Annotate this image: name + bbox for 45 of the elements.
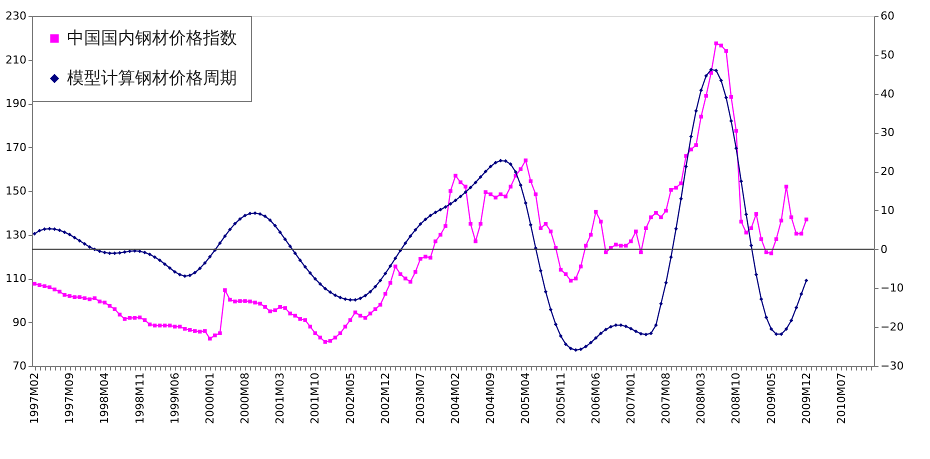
y-tick-label: 130 xyxy=(6,228,26,242)
x-tick-label: 2008M03 xyxy=(694,372,708,424)
x-tick-label: 2003M07 xyxy=(414,372,427,424)
x-tick-label: 1998M04 xyxy=(98,372,112,424)
x-tick-label: 2009M05 xyxy=(764,372,778,424)
x-tick-label: 2005M11 xyxy=(554,372,568,424)
y2-tick-label: 10 xyxy=(880,204,894,217)
x-tick-label: 1997M02 xyxy=(28,372,42,424)
x-tick-label: 1997M09 xyxy=(63,372,76,424)
x-tick-label: 2000M01 xyxy=(203,372,216,424)
x-tick-label: 2008M10 xyxy=(730,372,743,424)
x-tick-label: 2002M05 xyxy=(344,372,357,424)
y-tick-label: 70 xyxy=(12,360,26,372)
x-tick-label: 1998M11 xyxy=(133,372,146,424)
y2-tick-label: −30 xyxy=(880,360,904,372)
x-tick-label: 1999M06 xyxy=(168,372,182,424)
y2-tick-label: −20 xyxy=(880,320,904,334)
x-tick-label: 2009M12 xyxy=(800,372,813,424)
x-tick-label: 2005M04 xyxy=(519,372,532,424)
x-tick-label: 2010M07 xyxy=(834,372,848,424)
y2-tick-label: 60 xyxy=(880,10,894,22)
x-tick-label: 2001M03 xyxy=(274,372,287,424)
y-tick-label: 150 xyxy=(6,184,26,198)
y-tick-label: 90 xyxy=(12,316,26,329)
x-tick-label: 2000M08 xyxy=(238,372,252,424)
x-tick-label: 2002M12 xyxy=(378,372,392,424)
y-tick-label: 110 xyxy=(6,272,26,285)
y-tick-label: 230 xyxy=(6,10,26,22)
x-tick-label: 2007M08 xyxy=(660,372,673,424)
y-tick-label: 210 xyxy=(6,53,26,66)
y2-tick-label: 0 xyxy=(880,242,888,256)
x-tick-label: 2001M10 xyxy=(308,372,322,424)
legend-label: 中国国内钢材价格指数 xyxy=(67,28,237,48)
y-tick-label: 170 xyxy=(6,140,26,154)
x-tick-label: 2004M02 xyxy=(449,372,462,424)
y2-tick-label: 40 xyxy=(880,87,894,100)
legend-label: 模型计算钢材价格周期 xyxy=(67,68,237,88)
y2-tick-label: 20 xyxy=(880,165,894,178)
x-tick-label: 2006M06 xyxy=(589,372,602,424)
x-tick-label: 2007M01 xyxy=(624,372,638,424)
y2-tick-label: 50 xyxy=(880,48,894,62)
y-tick-label: 190 xyxy=(6,97,26,110)
y2-tick-label: 30 xyxy=(880,126,894,140)
x-tick-label: 2004M09 xyxy=(484,372,498,424)
y2-tick-label: −10 xyxy=(880,282,904,295)
